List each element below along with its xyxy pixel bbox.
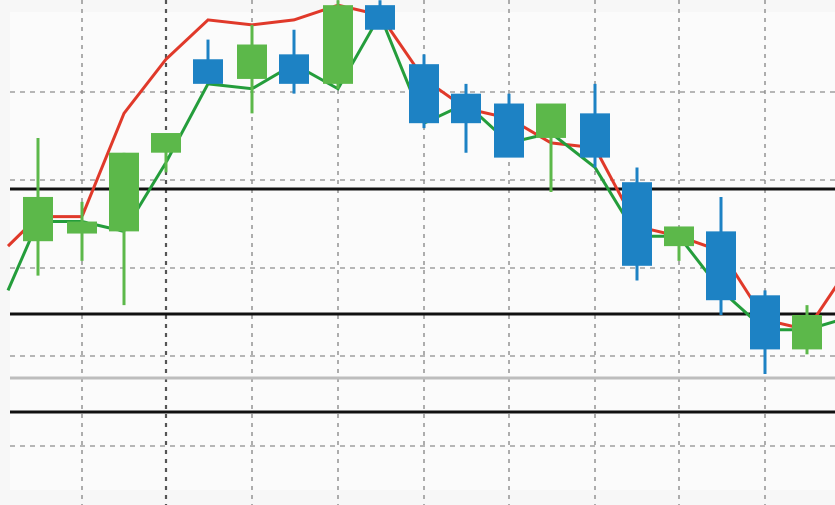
candle-body bbox=[536, 103, 566, 138]
candle-body bbox=[23, 196, 53, 242]
candle-body bbox=[365, 5, 395, 30]
candle-body bbox=[622, 182, 652, 266]
candle-body bbox=[750, 295, 780, 350]
candle-body bbox=[151, 133, 181, 153]
candle-body bbox=[109, 152, 139, 232]
candle-body bbox=[193, 59, 223, 84]
candle-body bbox=[580, 113, 610, 158]
candle-body bbox=[664, 226, 694, 247]
candle-body bbox=[279, 54, 309, 84]
candle-body bbox=[706, 231, 736, 301]
candle-body bbox=[792, 314, 822, 350]
candle-body bbox=[323, 5, 353, 84]
candle-body bbox=[409, 64, 439, 124]
candle-body bbox=[451, 93, 481, 124]
candle-body bbox=[494, 103, 524, 158]
candle-body bbox=[67, 221, 97, 234]
candle-body bbox=[237, 44, 267, 79]
